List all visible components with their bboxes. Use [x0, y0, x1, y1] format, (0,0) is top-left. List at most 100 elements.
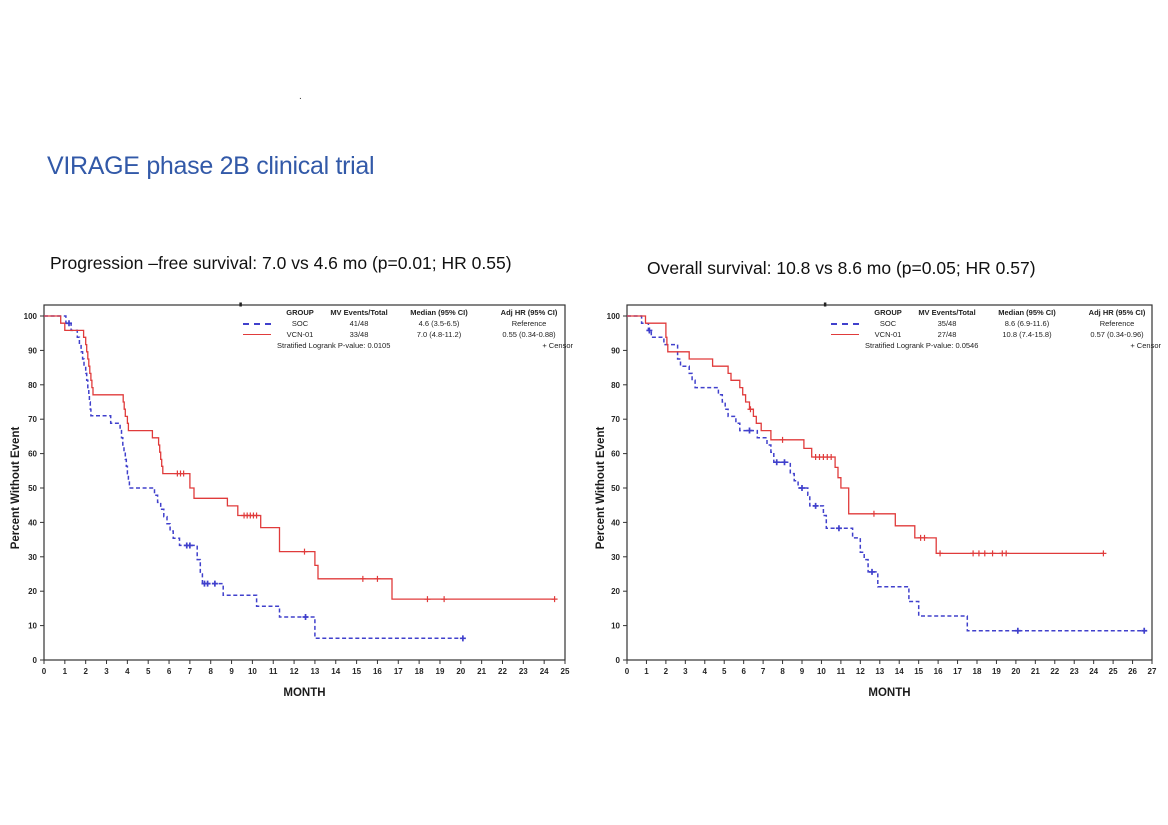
- svg-text:4: 4: [125, 667, 130, 676]
- soc-line-swatch-icon: [829, 318, 865, 329]
- svg-text:60: 60: [611, 450, 620, 459]
- legend-pvalue: Stratified Logrank P-value: 0.0546: [865, 341, 979, 350]
- slide-title: VIRAGE phase 2B clinical trial: [47, 152, 375, 180]
- svg-text:5: 5: [146, 667, 151, 676]
- svg-text:16: 16: [373, 667, 382, 676]
- svg-text:10: 10: [817, 667, 826, 676]
- svg-text:80: 80: [611, 381, 620, 390]
- legend-vcn01-group: VCN-01: [286, 330, 314, 339]
- legend-soc-group: SOC: [291, 319, 309, 328]
- svg-text:70: 70: [28, 415, 37, 424]
- svg-text:27: 27: [1148, 667, 1157, 676]
- svg-text:15: 15: [914, 667, 923, 676]
- svg-text:40: 40: [28, 518, 37, 527]
- legend-vcn01-median: 10.8 (7.4-15.8): [1002, 330, 1052, 339]
- svg-text:6: 6: [741, 667, 746, 676]
- svg-text:30: 30: [28, 553, 37, 562]
- svg-text:8: 8: [780, 667, 785, 676]
- legend-soc-median: 8.6 (6.9-11.6): [1004, 319, 1050, 328]
- legend-header-median: Median (95% CI): [410, 308, 468, 317]
- svg-text:50: 50: [611, 484, 620, 493]
- legend-header-group: GROUP: [874, 308, 902, 317]
- svg-text:30: 30: [611, 553, 620, 562]
- svg-text:100: 100: [24, 312, 38, 321]
- svg-text:7: 7: [188, 667, 193, 676]
- svg-text:8: 8: [208, 667, 213, 676]
- svg-text:2: 2: [664, 667, 669, 676]
- svg-text:12: 12: [290, 667, 299, 676]
- svg-text:18: 18: [973, 667, 982, 676]
- svg-text:14: 14: [895, 667, 904, 676]
- legend-soc-group: SOC: [879, 319, 897, 328]
- svg-text:24: 24: [540, 667, 549, 676]
- svg-text:70: 70: [611, 415, 620, 424]
- legend-vcn01-hr: 0.57 (0.34-0.96): [1090, 330, 1144, 339]
- pfs-chart: 0 1 2 3 4 5 6 7 8 9 10 11 12 13 14 15 16 17 18 19 20 21 22 23 24…: [10, 294, 580, 724]
- legend-swatch-spacer: [829, 307, 865, 318]
- svg-text:0: 0: [625, 667, 630, 676]
- os-plot-svg: 0 1 2 3 4 5 6 7 8 9 10 11 12 13 14 15 16 17 18 19 20 21 22 23 24…: [595, 302, 1157, 699]
- legend-vcn01-group: VCN-01: [874, 330, 902, 339]
- svg-text:10: 10: [28, 622, 37, 631]
- svg-text:13: 13: [310, 667, 319, 676]
- legend-header-hr: Adj HR (95% CI): [1088, 308, 1146, 317]
- svg-text:80: 80: [28, 381, 37, 390]
- os-chart: 0 1 2 3 4 5 6 7 8 9 10 11 12 13 14 15 16 17 18 19 20 21 22 23 24…: [595, 294, 1168, 724]
- svg-text:14: 14: [331, 667, 340, 676]
- legend-vcn01-median: 7.0 (4.8-11.2): [416, 330, 462, 339]
- svg-text:12: 12: [856, 667, 865, 676]
- svg-text:19: 19: [436, 667, 445, 676]
- svg-text:17: 17: [394, 667, 403, 676]
- svg-text:MONTH: MONTH: [868, 687, 910, 699]
- legend-header-events: MV Events/Total: [918, 308, 976, 317]
- legend-soc-hr: Reference: [1099, 319, 1135, 328]
- svg-text:3: 3: [683, 667, 688, 676]
- svg-text:20: 20: [1011, 667, 1020, 676]
- svg-text:23: 23: [519, 667, 528, 676]
- vcn01-line-swatch-icon: [241, 329, 277, 340]
- svg-text:24: 24: [1089, 667, 1098, 676]
- svg-text:25: 25: [1109, 667, 1118, 676]
- svg-text:90: 90: [28, 346, 37, 355]
- os-chart-title: Overall survival: 10.8 vs 8.6 mo (p=0.05…: [647, 258, 1036, 278]
- svg-text:18: 18: [415, 667, 424, 676]
- svg-text:20: 20: [456, 667, 465, 676]
- legend-vcn01-events: 27/48: [937, 330, 957, 339]
- svg-text:21: 21: [1031, 667, 1040, 676]
- svg-text:11: 11: [269, 667, 278, 676]
- pfs-legend: GROUP MV Events/Total Median (95% CI) Ad…: [241, 307, 575, 351]
- pfs-chart-title: Progression –free survival: 7.0 vs 4.6 m…: [50, 253, 512, 273]
- vcn01-line-swatch-icon: [829, 329, 865, 340]
- svg-text:20: 20: [28, 587, 37, 596]
- svg-text:Percent Without Event: Percent Without Event: [595, 427, 607, 550]
- svg-text:6: 6: [167, 667, 172, 676]
- svg-text:10: 10: [611, 622, 620, 631]
- svg-text:10: 10: [248, 667, 257, 676]
- svg-text:9: 9: [800, 667, 805, 676]
- svg-text:3: 3: [104, 667, 109, 676]
- svg-text:60: 60: [28, 450, 37, 459]
- svg-text:MONTH: MONTH: [283, 687, 325, 699]
- svg-text:40: 40: [611, 518, 620, 527]
- svg-text:5: 5: [722, 667, 727, 676]
- svg-text:21: 21: [477, 667, 486, 676]
- legend-censor-label: + Censor: [542, 341, 573, 350]
- svg-text:25: 25: [561, 667, 570, 676]
- legend-header-events: MV Events/Total: [330, 308, 388, 317]
- svg-text:4: 4: [703, 667, 708, 676]
- legend-soc-events: 41/48: [349, 319, 369, 328]
- svg-text:1: 1: [644, 667, 649, 676]
- svg-text:50: 50: [28, 484, 37, 493]
- legend-vcn01-events: 33/48: [349, 330, 369, 339]
- svg-text:19: 19: [992, 667, 1001, 676]
- svg-text:0: 0: [42, 667, 47, 676]
- svg-text:0: 0: [616, 656, 621, 665]
- svg-text:90: 90: [611, 346, 620, 355]
- svg-text:7: 7: [761, 667, 766, 676]
- svg-text:22: 22: [498, 667, 507, 676]
- legend-header-median: Median (95% CI): [998, 308, 1056, 317]
- legend-soc-events: 35/48: [937, 319, 957, 328]
- pfs-plot-svg: 0 1 2 3 4 5 6 7 8 9 10 11 12 13 14 15 16 17 18 19 20 21 22 23 24…: [10, 302, 570, 699]
- svg-text:11: 11: [837, 667, 846, 676]
- svg-text:9: 9: [229, 667, 234, 676]
